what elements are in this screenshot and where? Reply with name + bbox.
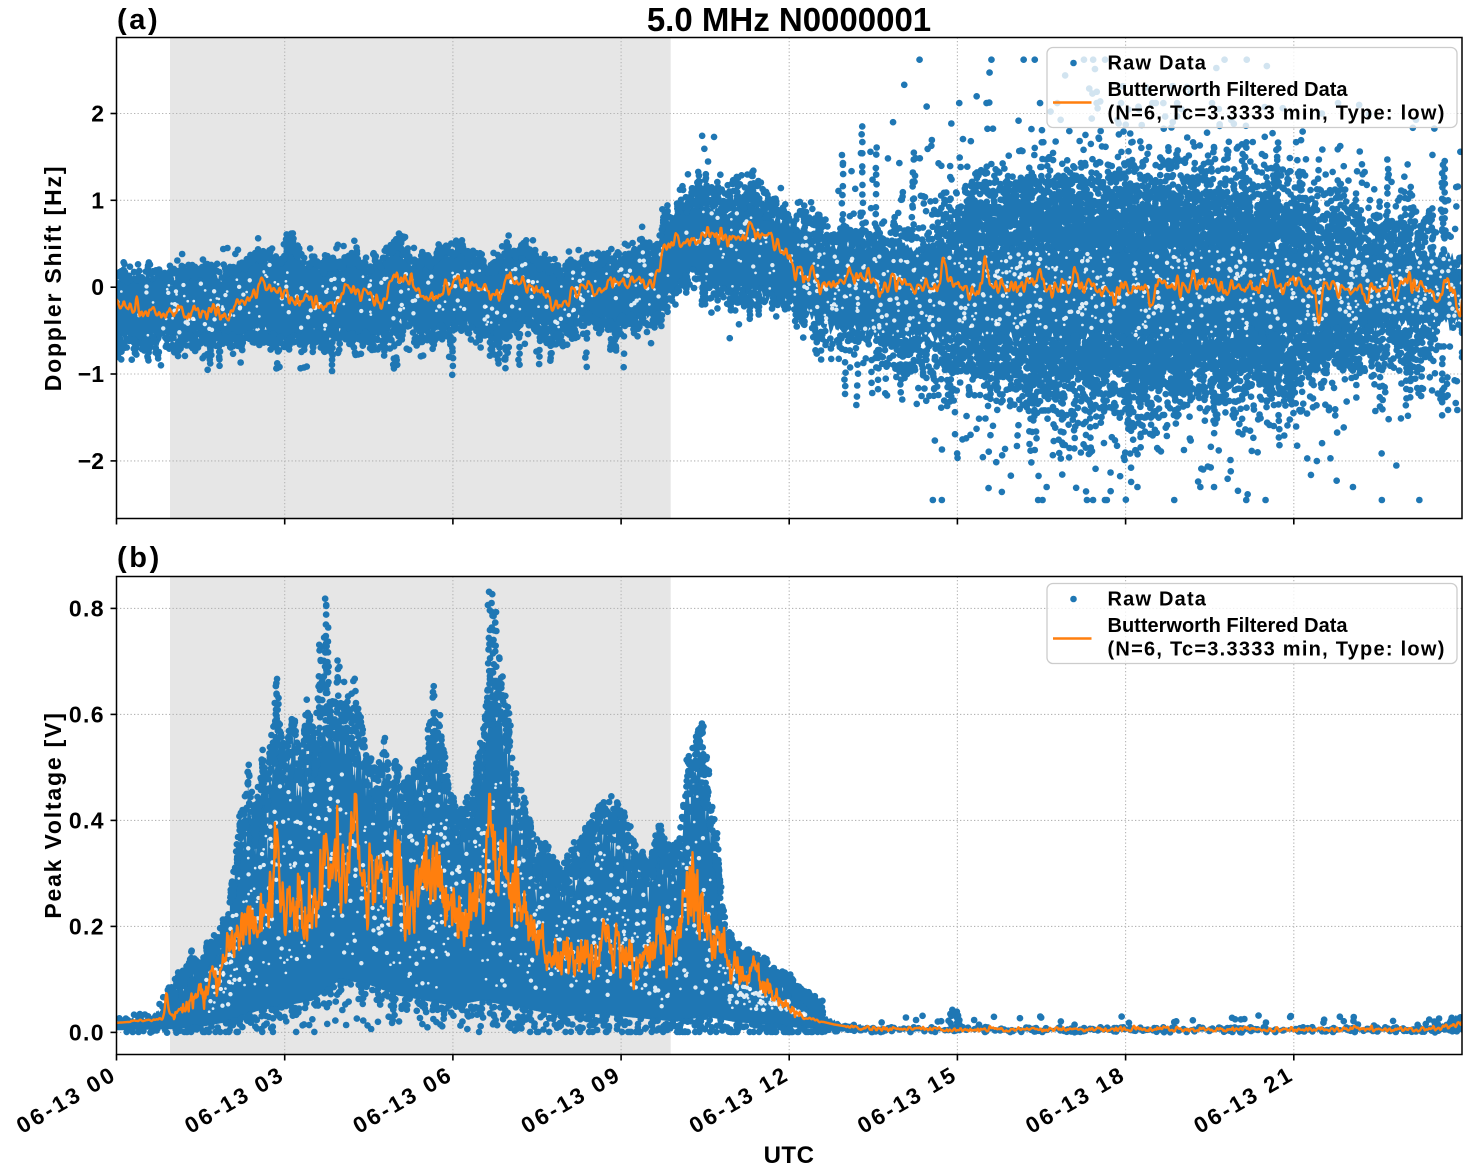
- svg-text:0: 0: [91, 274, 104, 300]
- svg-text:1: 1: [91, 187, 104, 213]
- svg-text:UTC: UTC: [764, 1142, 815, 1169]
- svg-text:−1: −1: [78, 361, 104, 387]
- svg-text:(N=6, Tc=3.3333 min, Type: low: (N=6, Tc=3.3333 min, Type: low): [1108, 639, 1446, 661]
- svg-text:−2: −2: [78, 448, 104, 474]
- svg-text:0.8: 0.8: [69, 595, 105, 621]
- svg-text:0.4: 0.4: [69, 807, 105, 833]
- svg-text:Raw Data: Raw Data: [1108, 589, 1208, 611]
- svg-text:5.0 MHz N0000001: 5.0 MHz N0000001: [647, 1, 931, 38]
- svg-text:Peak Voltage [V]: Peak Voltage [V]: [40, 711, 66, 918]
- svg-text:(N=6, Tc=3.3333 min, Type: low: (N=6, Tc=3.3333 min, Type: low): [1108, 103, 1446, 125]
- svg-text:Butterworth Filtered Data: Butterworth Filtered Data: [1108, 615, 1349, 637]
- svg-text:(a): (a): [117, 4, 160, 36]
- svg-text:0.0: 0.0: [69, 1019, 105, 1045]
- svg-text:(b): (b): [117, 542, 162, 574]
- svg-text:Doppler Shift [Hz]: Doppler Shift [Hz]: [40, 165, 66, 392]
- svg-text:Raw Data: Raw Data: [1108, 53, 1208, 75]
- svg-text:0.6: 0.6: [69, 701, 105, 727]
- svg-text:2: 2: [91, 101, 104, 127]
- svg-text:0.2: 0.2: [69, 913, 105, 939]
- svg-text:Butterworth Filtered Data: Butterworth Filtered Data: [1108, 79, 1349, 101]
